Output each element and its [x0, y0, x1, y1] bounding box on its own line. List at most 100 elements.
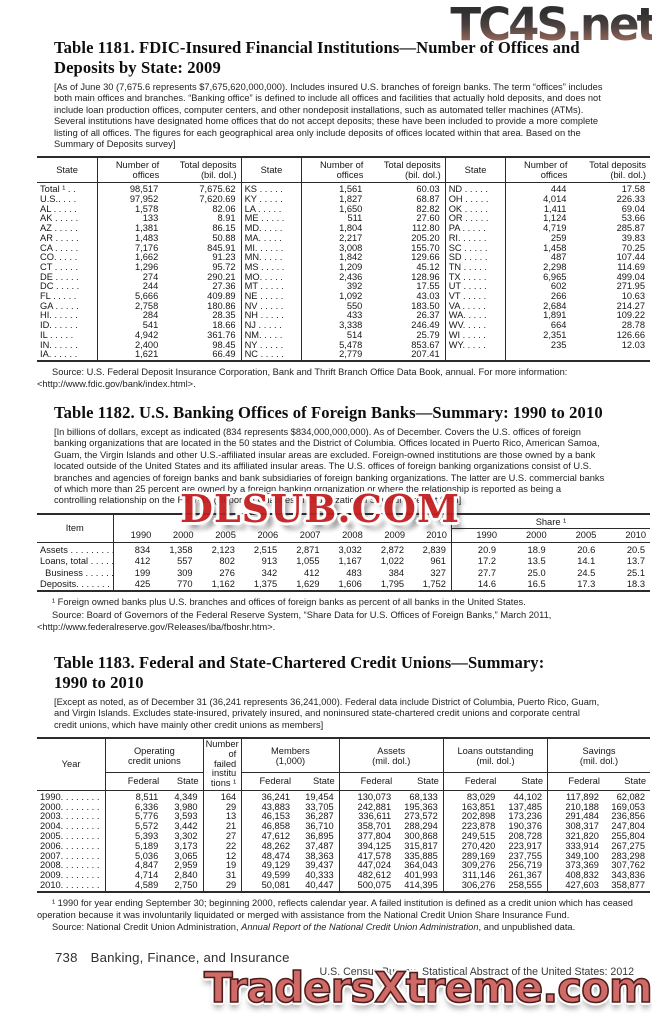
table-cell: 1,891 — [543, 311, 567, 321]
table-cell: IA. . . . . . — [37, 350, 99, 361]
table-cell: 19,454 — [295, 790, 340, 803]
table-cell: 3,008 — [339, 243, 363, 253]
table-cell: 409.89 — [163, 292, 242, 302]
table-cell: 10.63 — [621, 292, 645, 302]
table-cell: 242,881 — [357, 802, 392, 812]
table-cell: 18.9 — [527, 544, 546, 555]
table-header-row: State Number of offices Total deposits (… — [37, 157, 650, 184]
table-cell: 13.5 — [527, 556, 546, 567]
table-cell: 2006. . . . . . . . — [37, 841, 107, 852]
table-cell: 500,075 — [357, 881, 392, 890]
table-cell: 550 — [346, 301, 363, 311]
table-row: DE . . . . . 274 290.21 MO. . . . . 2,436 128… — [37, 272, 650, 283]
table-cell: 274 — [142, 272, 159, 282]
table-cell: 199 — [134, 567, 151, 578]
table-cell: 358,877 — [611, 881, 645, 890]
table-cell: 336,611 — [358, 812, 392, 822]
table-row: CO. . . . . 1,662 91.23 MN. . . . . 1,842 129… — [37, 253, 650, 263]
col-header-year-1990: 1990 — [113, 528, 156, 543]
table-cell: 31 — [203, 871, 243, 881]
table-cell: MI. . . . . . — [241, 243, 303, 254]
table-cell: 22 — [203, 841, 243, 852]
table-cell: 3,593 — [163, 812, 204, 823]
table-cell: 1,296 — [134, 262, 159, 272]
table-cell: 8.91 — [163, 214, 242, 225]
table-cell: 82.82 — [367, 204, 446, 215]
table-cell: 164 — [203, 790, 243, 803]
table-cell: 47,612 — [261, 832, 291, 842]
col-header-year: Year — [37, 738, 107, 791]
table-cell: FL . . . . . — [37, 292, 99, 302]
table-cell: 129.66 — [367, 253, 446, 263]
table-cell: 358,701 — [357, 822, 392, 832]
table-cell: 14.6 — [477, 579, 497, 590]
table-cell: 155.70 — [367, 243, 446, 254]
table-cell: 50,081 — [261, 881, 291, 890]
table-cell: MD. . . . . — [241, 224, 303, 234]
table-cell: 2003. . . . . . . . — [37, 812, 107, 823]
table-cell: 913 — [261, 556, 278, 567]
table-cell: 202,898 — [461, 812, 496, 822]
table-row: DC . . . . . 244 27.36 MT . . . . . 392 17.55… — [37, 282, 650, 293]
table-cell: 4,719 — [543, 224, 567, 234]
page-number: 738 — [55, 950, 78, 965]
table-cell: 364,043 — [396, 861, 444, 872]
table-cell: 1,752 — [409, 579, 452, 592]
table-cell: 2004. . . . . . . . — [37, 822, 107, 833]
table-cell: 180.86 — [163, 301, 242, 312]
table-row: CA . . . . . 7,176 845.91 MI. . . . . . 3,00… — [37, 243, 650, 254]
table-cell: KS . . . . . — [241, 182, 303, 196]
col-header-deposits-2: Total deposits (bil. dol.) — [367, 157, 446, 184]
col-header-year-2010: 2010 — [409, 528, 452, 543]
table-cell: 261,367 — [500, 871, 549, 881]
table-cell: 412 — [303, 567, 320, 578]
table-cell: 109.22 — [616, 311, 645, 321]
table-cell: 258,555 — [500, 881, 549, 892]
table-cell: 60.03 — [367, 182, 446, 196]
table-cell: 834 — [134, 544, 151, 555]
table-cell: 482,612 — [357, 871, 392, 881]
table-cell: 17.58 — [621, 184, 645, 195]
table-cell: 961 — [409, 556, 452, 568]
table-cell: 342 — [261, 567, 278, 578]
table-cell: HI. . . . . . — [37, 311, 99, 322]
table-cell: 163,851 — [461, 802, 496, 812]
table-cell: 1,055 — [296, 556, 320, 567]
table-cell: 444 — [550, 184, 567, 195]
table-header-row-groups: Item Share ¹ — [37, 513, 650, 543]
table-cell: 1990. . . . . . . . — [37, 790, 107, 803]
table-cell: ID. . . . . . — [37, 321, 99, 331]
col-header-share: Share ¹ — [451, 513, 650, 529]
table-cell: 91.23 — [163, 253, 242, 263]
table-cell: 36,710 — [295, 822, 340, 833]
table-cell: 28.78 — [621, 321, 645, 331]
table-cell: Deposits. . . . . . . . . . — [37, 579, 114, 592]
table-cell: 514 — [346, 330, 363, 340]
col-header-loans-federal: Federal — [443, 772, 501, 791]
table-cell: 48,262 — [261, 841, 291, 851]
table-cell: DE . . . . . — [37, 272, 99, 283]
table-cell: 207.41 — [367, 350, 446, 361]
table-cell: 49,129 — [261, 861, 291, 871]
col-header-deposits-3: Total deposits (bil. dol.) — [571, 157, 650, 184]
table-1182-footnote: ¹ Foreign owned banks plus U.S. branches… — [52, 597, 526, 608]
table-cell: 14.1 — [577, 556, 596, 567]
col-header-item: Item — [37, 513, 114, 543]
table-cell: WA. . . . . — [445, 311, 507, 322]
table-cell: 1,662 — [134, 253, 159, 263]
table-1183-footnote: ¹ 1990 for year ending September 30; beg… — [37, 897, 633, 920]
table-cell: AR . . . . . — [37, 233, 99, 244]
table-cell: 349,100 — [565, 851, 599, 861]
table-cell: 183.50 — [367, 301, 446, 312]
table-cell: 49,599 — [261, 871, 291, 881]
table-cell: 43.03 — [367, 292, 446, 302]
table-cell: 4,589 — [134, 881, 159, 890]
table-cell: WV. . . . . — [445, 321, 507, 331]
table-cell: 214.27 — [616, 301, 645, 311]
table-cell: 1,629 — [296, 579, 320, 590]
table-row: 2004. . . . . . . . 5,572 3,442 21 46,858 36,… — [37, 822, 650, 833]
table-cell: 169,053 — [611, 802, 645, 812]
table-cell: OR . . . . . — [445, 214, 507, 225]
table-row: ID. . . . . . 541 18.66 NJ . . . . . 3,338 24… — [37, 321, 650, 331]
table-cell: 1,092 — [339, 292, 363, 302]
